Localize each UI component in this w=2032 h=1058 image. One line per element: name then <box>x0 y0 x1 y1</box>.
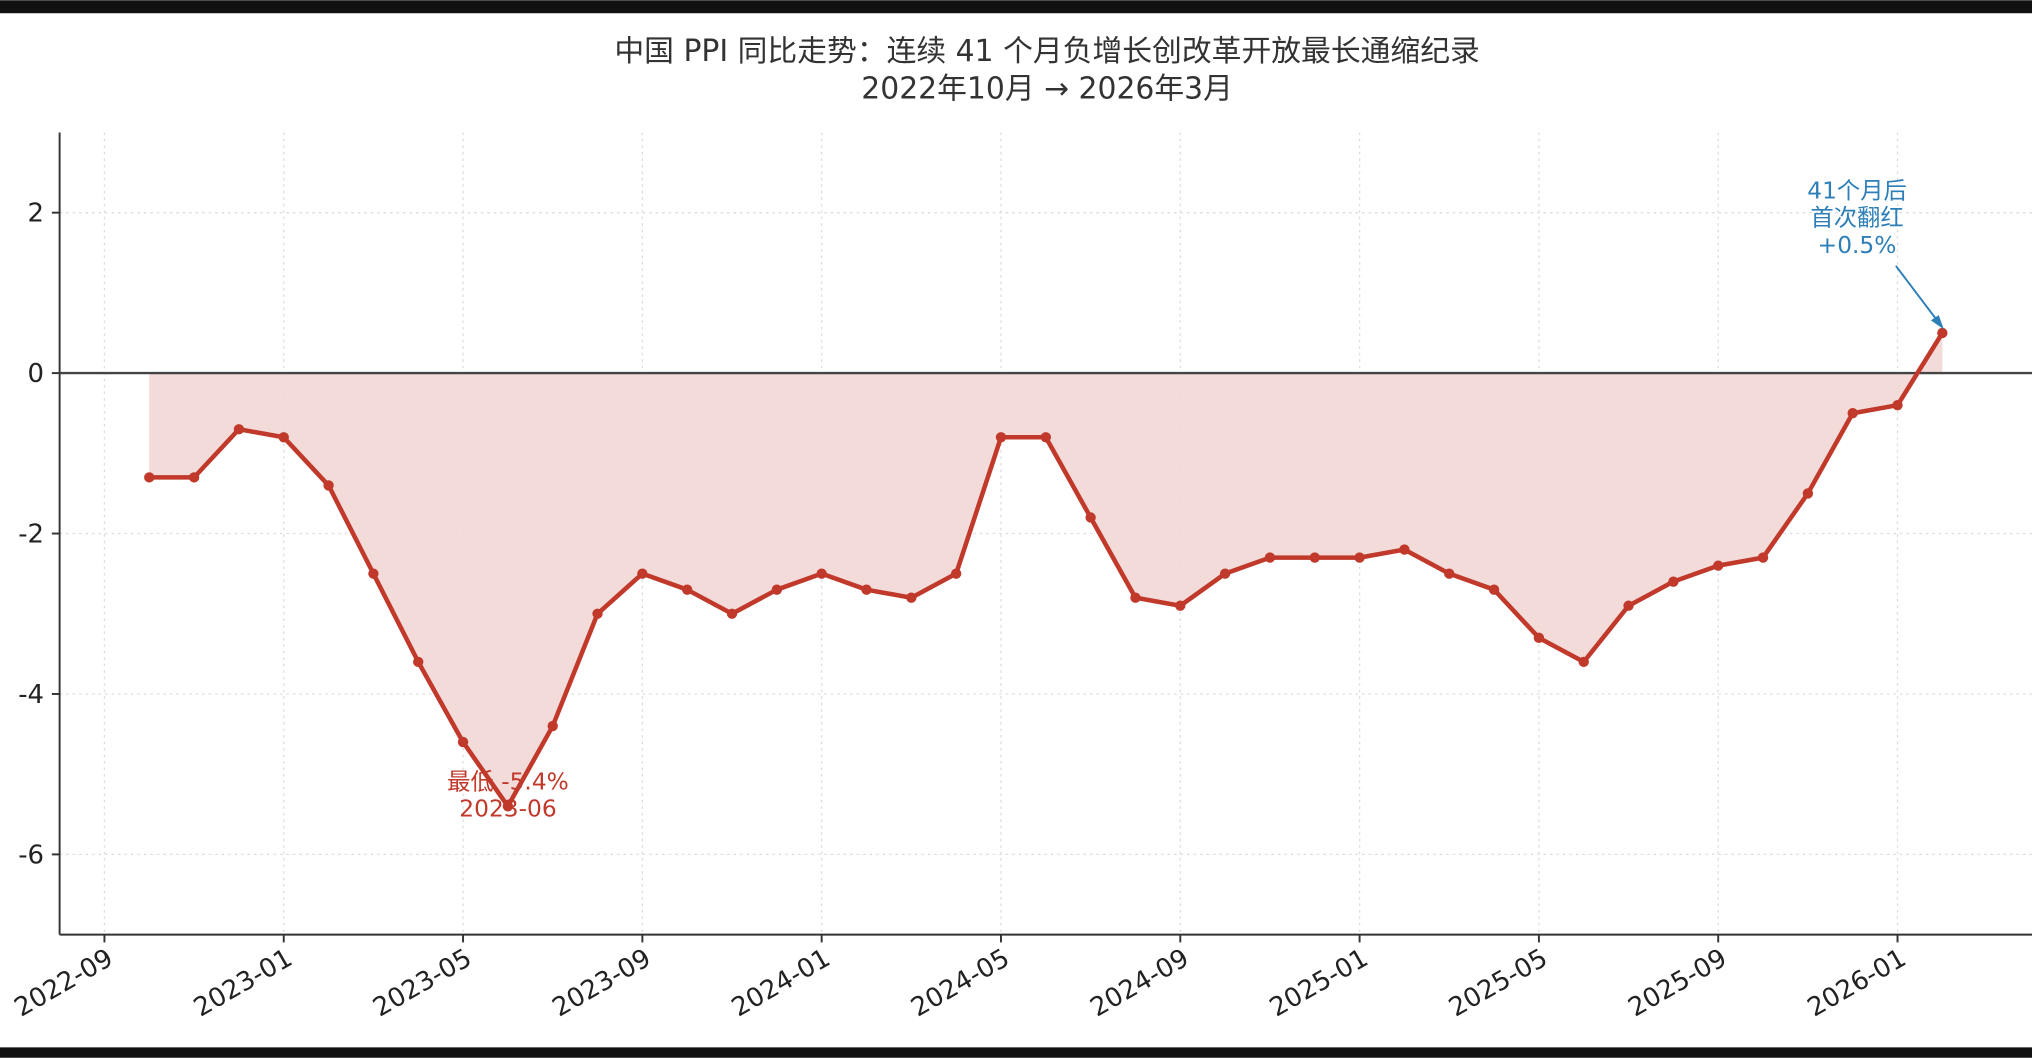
marker <box>1219 568 1231 579</box>
bottom-bar <box>0 1047 2032 1058</box>
marker <box>1264 552 1276 563</box>
x-tick-label: 2024-09 <box>1085 943 1194 1023</box>
annotation-arrow <box>1895 265 1941 325</box>
marker <box>1175 600 1186 611</box>
x-tick-label: 2025-05 <box>1444 943 1553 1023</box>
x-tick-label: 2024-01 <box>727 943 836 1023</box>
marker <box>950 568 962 579</box>
marker <box>995 432 1007 443</box>
marker <box>547 720 558 732</box>
marker <box>1623 600 1634 611</box>
marker <box>1847 408 1858 419</box>
y-tick-label: -6 <box>18 840 44 870</box>
top-bar <box>0 0 2032 14</box>
marker <box>1354 552 1365 563</box>
marker <box>1668 576 1679 587</box>
annotation-high: 首次翻红 <box>1810 205 1903 232</box>
marker <box>457 736 469 748</box>
marker <box>1533 632 1545 644</box>
x-tick-label: 2023-09 <box>547 943 656 1023</box>
marker <box>323 480 334 491</box>
marker <box>368 568 379 579</box>
annotation-high: 41个月后 <box>1807 178 1907 205</box>
marker <box>1892 400 1903 411</box>
marker <box>278 432 289 443</box>
marker <box>1040 432 1051 443</box>
marker <box>233 424 245 435</box>
y-tick-label: -4 <box>18 680 44 710</box>
marker <box>682 584 693 595</box>
x-tick-label: 2024-05 <box>906 943 1015 1023</box>
marker <box>1802 488 1814 499</box>
marker <box>861 584 872 595</box>
annotation-arrowhead <box>1930 315 1944 330</box>
plot-area: -6 -4 -2 0 2 2022-09 2023-01 2023-05 2023-09 2024… <box>10 132 2032 1023</box>
marker <box>1130 592 1141 603</box>
y-tick-label: -2 <box>18 520 44 550</box>
marker <box>726 608 738 619</box>
x-tick-label: 2025-09 <box>1623 943 1732 1023</box>
x-tick-label: 2025-01 <box>1265 943 1374 1023</box>
x-tick-label: 2023-01 <box>189 943 298 1023</box>
x-tick-label: 2026-01 <box>1803 943 1912 1023</box>
area <box>149 332 1943 807</box>
marker <box>1399 544 1410 555</box>
annotation-low: 最低 -5.4% <box>447 768 569 795</box>
annotation-high: +0.5% <box>1818 232 1897 259</box>
y-tick-label: 0 <box>28 359 44 389</box>
marker <box>1488 584 1500 595</box>
marker <box>816 568 827 579</box>
annotation-low: 2023-06 <box>459 796 556 823</box>
marker <box>906 592 917 603</box>
marker <box>1578 656 1589 668</box>
chart-title: 中国 PPI 同比走势：连续 41 个月负增长创改革开放最长通缩纪录 <box>614 34 1479 69</box>
marker <box>1309 552 1320 563</box>
marker <box>502 801 514 812</box>
marker <box>144 472 155 483</box>
marker <box>188 472 200 483</box>
marker <box>1757 552 1769 563</box>
chart-subtitle: 2022年10月 → 2026年3月 <box>861 72 1233 107</box>
marker <box>637 568 648 579</box>
marker <box>1937 327 1948 339</box>
x-tick-label: 2023-05 <box>368 943 477 1023</box>
y-tick-label: 2 <box>28 199 44 229</box>
x-tick-label: 2022-09 <box>10 943 119 1023</box>
marker <box>1444 568 1455 579</box>
marker <box>1085 512 1096 523</box>
marker <box>413 656 424 668</box>
marker <box>592 608 603 619</box>
marker <box>1713 560 1724 571</box>
marker <box>771 584 783 595</box>
